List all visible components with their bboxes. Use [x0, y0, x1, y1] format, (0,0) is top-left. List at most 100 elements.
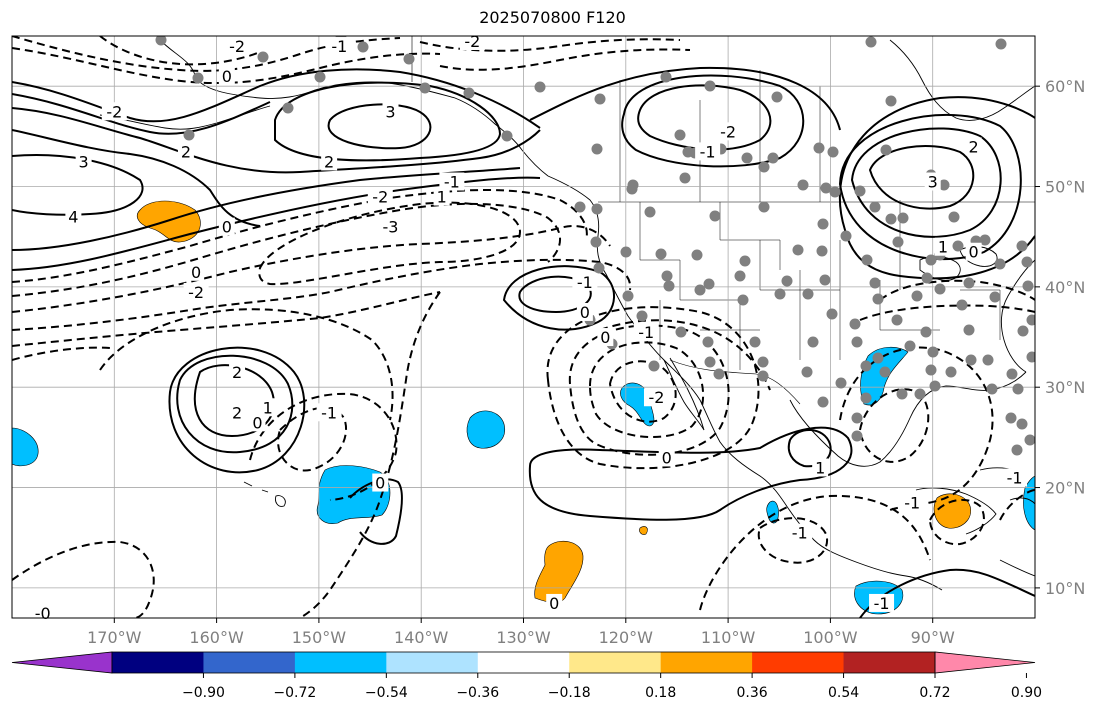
contour-negative-bering-0: [99, 36, 261, 66]
contour-label-bg: [316, 403, 342, 422]
contour-label: 0: [969, 243, 979, 262]
colorbar-frame: [111, 651, 936, 674]
station-marker: [869, 201, 881, 213]
contour-label: -1: [1007, 469, 1023, 488]
station-marker: [927, 346, 939, 358]
contour-label: 0: [580, 303, 590, 322]
station-marker: [739, 255, 751, 267]
contour-label-bg: [259, 398, 276, 417]
station-marker: [801, 366, 813, 378]
contour-positive-jet-1: [12, 68, 541, 129]
station-marker: [622, 290, 634, 302]
station-marker: [854, 185, 866, 197]
station-marker: [419, 82, 431, 94]
station-marker: [840, 230, 852, 242]
station-marker: [921, 272, 933, 284]
contour-positive-subtropical-0: [168, 346, 306, 474]
contour-label-bg: [643, 388, 669, 407]
contour-positive-zero-main: [12, 176, 541, 271]
contour-label-bg: [869, 593, 895, 612]
station-marker: [1024, 434, 1035, 446]
contour-label: 0: [222, 218, 232, 237]
station-marker: [816, 245, 828, 257]
contour-label-bg: [229, 363, 246, 382]
contour-label: -2: [106, 102, 122, 121]
station-marker: [1016, 240, 1028, 252]
contour-label-bg: [30, 603, 56, 622]
contour-label: 3: [928, 173, 938, 192]
contour-positive-high-east-pacific-0: [528, 426, 853, 521]
lat-tick-label: 60°N: [1045, 77, 1085, 96]
station-marker: [694, 284, 706, 296]
station-marker: [869, 277, 881, 289]
contour-label-bg: [177, 142, 194, 161]
station-marker: [644, 206, 656, 218]
lon-tick-label: 120°W: [599, 628, 654, 647]
station-marker: [995, 38, 1007, 50]
station-marker: [925, 254, 937, 266]
contour-label-bg: [367, 187, 393, 206]
contour-positive-1-california: [518, 275, 592, 314]
contour-label-bg: [934, 237, 951, 256]
station-marker: [192, 72, 204, 84]
contour-label-bg: [326, 37, 352, 56]
contour-label: 1: [815, 458, 825, 477]
station-marker: [703, 278, 715, 290]
map-title: 2025070800 F120: [479, 8, 626, 27]
contour-positive-gulf-of-alaska-2: [274, 81, 502, 162]
station-marker: [885, 213, 897, 225]
contour-lines: [12, 36, 1035, 618]
station-marker: [879, 366, 891, 378]
contour-label: 0: [600, 328, 610, 347]
lon-tick-label: 170°W: [87, 628, 142, 647]
contour-label-bg: [372, 473, 389, 492]
station-marker: [963, 324, 975, 336]
station-marker: [820, 182, 832, 194]
contour-label: 0: [222, 67, 232, 86]
station-marker: [675, 326, 687, 338]
lat-tick-label: 30°N: [1045, 378, 1085, 397]
station-marker: [403, 53, 415, 65]
station-marker: [885, 95, 897, 107]
station-marker: [920, 326, 932, 338]
contour-label-bg: [439, 172, 465, 191]
contour-label: -1: [700, 142, 716, 161]
station-marker: [1012, 383, 1024, 395]
station-marker: [590, 236, 602, 248]
station-marker: [807, 336, 819, 348]
station-marker: [463, 87, 475, 99]
station-marker: [661, 270, 673, 282]
station-marker: [704, 80, 716, 92]
shade-positive-small: [639, 526, 648, 535]
station-marker: [891, 314, 903, 326]
contour-label-bg: [433, 187, 450, 206]
station-marker: [849, 318, 861, 330]
lat-tick-label: 10°N: [1045, 579, 1085, 598]
station-marker: [757, 370, 769, 382]
contour-negative-trough-2: [12, 202, 561, 297]
contour-label-bg: [546, 593, 563, 612]
station-marker: [1022, 280, 1034, 292]
contour-label: 0: [191, 263, 201, 282]
station-marker: [827, 146, 839, 158]
coastline-hudson-bay: [889, 39, 1035, 121]
contour-label: -2: [188, 283, 204, 302]
station-marker: [357, 41, 369, 53]
contour-label-bg: [787, 523, 813, 542]
contour-label-bg: [378, 217, 404, 236]
contour-positive-canada-1: [621, 74, 805, 168]
contour-positive-subtropical-1: [176, 354, 294, 454]
station-marker: [802, 288, 814, 300]
contour-label-bg: [382, 102, 399, 121]
contour-label: -2: [720, 122, 736, 141]
station-marker: [817, 218, 829, 230]
colorbar-extend-low: [11, 651, 113, 674]
lon-tick-label: 110°W: [701, 628, 756, 647]
station-marker: [963, 277, 975, 289]
station-marker: [636, 310, 648, 322]
coastline-east: [1000, 259, 1035, 373]
station-marker: [994, 258, 1006, 270]
station-marker: [835, 377, 847, 389]
contour-label-bg: [899, 493, 925, 512]
station-marker: [771, 91, 783, 103]
